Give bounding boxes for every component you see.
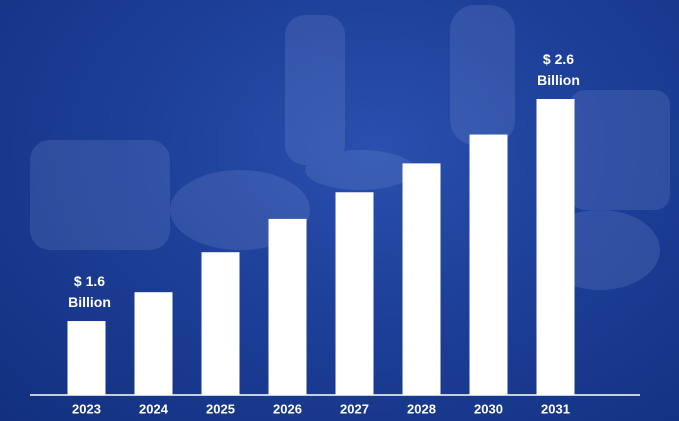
bar: [134, 292, 173, 395]
value-label: $ 2.6 Billion: [537, 51, 580, 88]
x-tick-label: 2024: [139, 401, 169, 416]
bar: [536, 99, 575, 395]
background-decor: [30, 5, 670, 290]
value-label: $ 1.6 Billion: [68, 273, 111, 311]
bar: [469, 134, 508, 396]
bar: [335, 192, 374, 395]
x-tick-label: 2027: [340, 401, 369, 416]
x-tick-label: 2023: [72, 401, 101, 416]
x-tick-label: 2028: [407, 401, 436, 416]
bar: [402, 163, 441, 395]
bar: [268, 218, 307, 395]
bar: [201, 252, 240, 395]
x-tick-label: 2031: [541, 401, 570, 416]
x-tick-label: 2025: [206, 401, 235, 416]
x-tick-label: 2026: [273, 401, 302, 416]
bar: [67, 321, 106, 395]
x-tick-label: 2030: [474, 401, 503, 416]
